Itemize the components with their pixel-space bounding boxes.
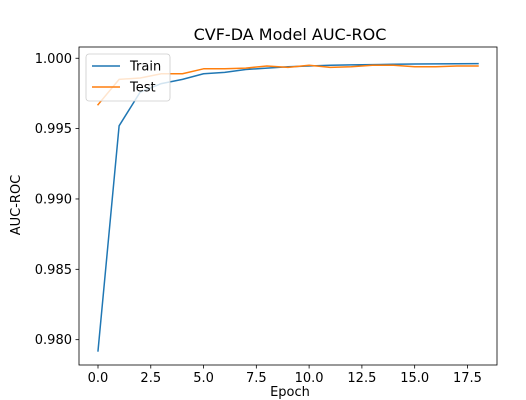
y-tick-label: 0.980: [35, 333, 72, 348]
x-tick-label: 7.5: [246, 371, 267, 386]
axes-frame: [78, 46, 498, 366]
chart-title: CVF-DA Model AUC-ROC: [194, 25, 387, 44]
x-axis-title: Epoch: [270, 385, 310, 400]
x-tick-label: 17.5: [453, 371, 482, 386]
legend-label-train: Train: [129, 60, 161, 75]
legend-label-test: Test: [129, 81, 156, 96]
x-tick-label: 5.0: [193, 371, 214, 386]
plot-area: 0.0 2.5 5.0 7.5 10.0 12.5 15.0 17.5 0.980 0.985 0.…: [35, 46, 498, 386]
x-tick-label: 12.5: [347, 371, 376, 386]
y-tick-label: 0.990: [35, 192, 72, 207]
y-axis-title: AUC-ROC: [9, 175, 24, 236]
x-tick-label: 2.5: [140, 371, 161, 386]
x-tick-label: 15.0: [400, 371, 429, 386]
y-tick-label: 0.995: [35, 122, 72, 137]
x-tick-label: 10.0: [295, 371, 324, 386]
x-tick-label: 0.0: [88, 371, 109, 386]
y-tick-label: 0.985: [35, 263, 72, 278]
y-tick-label: 1.000: [35, 52, 72, 67]
